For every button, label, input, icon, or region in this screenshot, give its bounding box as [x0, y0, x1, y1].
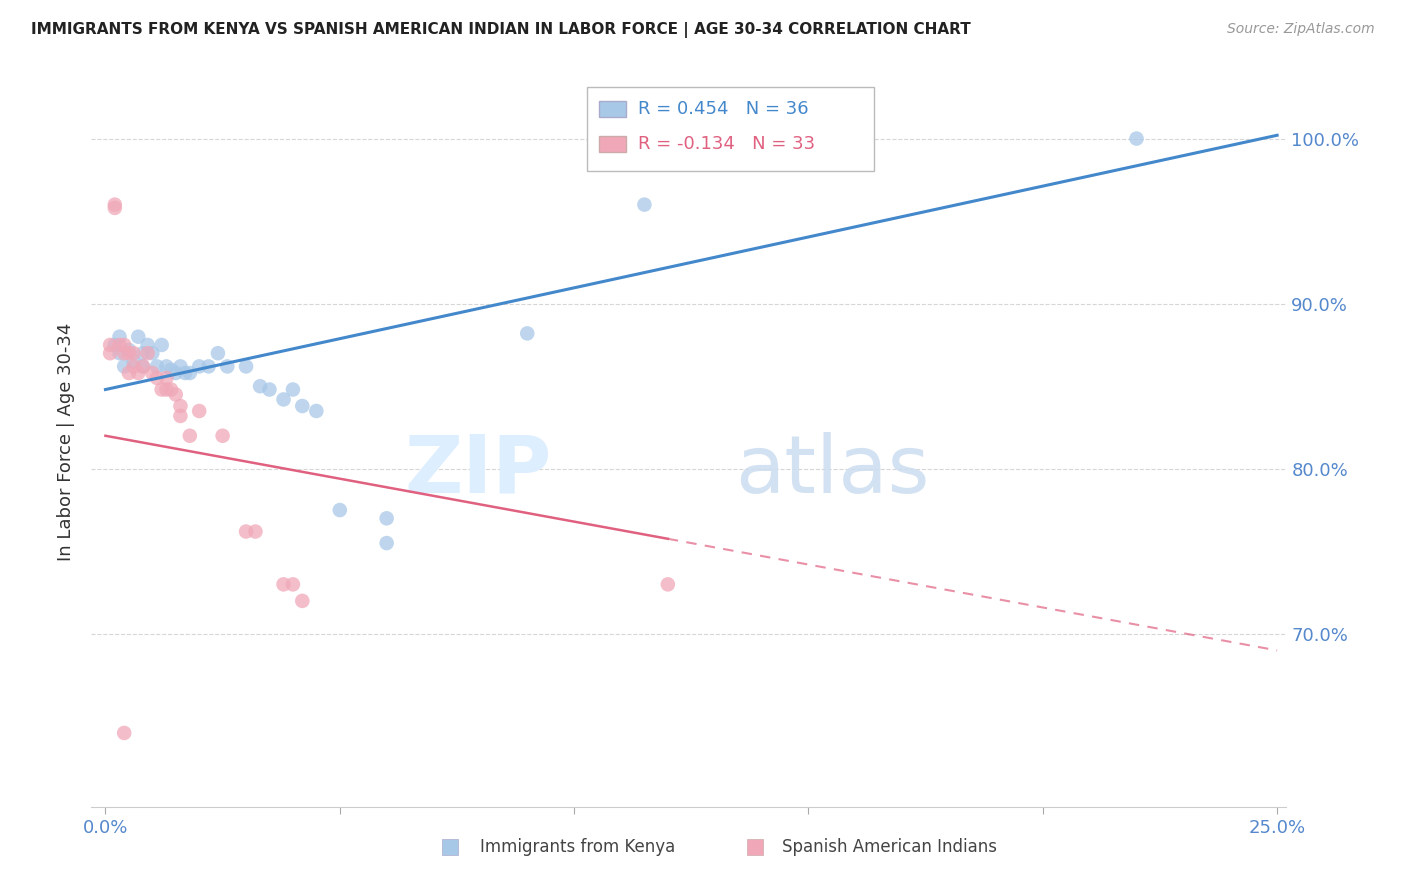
- Point: [179, 429, 201, 443]
- Point: [122, 354, 145, 368]
- Text: IMMIGRANTS FROM KENYA VS SPANISH AMERICAN INDIAN IN LABOR FORCE | AGE 30-34 CORR: IMMIGRANTS FROM KENYA VS SPANISH AMERICA…: [31, 22, 970, 38]
- Point: [136, 346, 159, 360]
- Point: [98, 346, 121, 360]
- Point: [150, 338, 173, 352]
- Point: [160, 383, 183, 397]
- Point: [188, 404, 211, 418]
- Text: Immigrants from Kenya: Immigrants from Kenya: [479, 838, 675, 856]
- Point: [118, 346, 141, 360]
- Point: [132, 359, 155, 374]
- Point: [633, 197, 655, 211]
- Point: [118, 366, 141, 380]
- Text: atlas: atlas: [735, 432, 929, 510]
- Point: [155, 371, 177, 385]
- Point: [197, 359, 219, 374]
- Y-axis label: In Labor Force | Age 30-34: In Labor Force | Age 30-34: [58, 322, 76, 561]
- Text: R = 0.454   N = 36: R = 0.454 N = 36: [637, 100, 808, 118]
- FancyBboxPatch shape: [599, 136, 626, 152]
- Text: Source: ZipAtlas.com: Source: ZipAtlas.com: [1227, 22, 1375, 37]
- Point: [150, 383, 173, 397]
- Point: [98, 338, 121, 352]
- Point: [305, 404, 328, 418]
- Point: [169, 359, 191, 374]
- Point: [291, 594, 314, 608]
- Point: [273, 577, 295, 591]
- Point: [104, 338, 127, 352]
- Text: ZIP: ZIP: [405, 432, 551, 510]
- Point: [375, 536, 398, 550]
- Point: [108, 346, 131, 360]
- Point: [179, 366, 201, 380]
- Point: [329, 503, 352, 517]
- Point: [188, 359, 211, 374]
- Point: [141, 346, 163, 360]
- Point: [108, 329, 131, 343]
- Point: [249, 379, 271, 393]
- Point: [141, 366, 163, 380]
- Point: [104, 201, 127, 215]
- Point: [235, 359, 257, 374]
- Point: [118, 343, 141, 357]
- Point: [136, 338, 159, 352]
- Point: [112, 346, 135, 360]
- Point: [291, 399, 314, 413]
- Point: [165, 366, 187, 380]
- Point: [169, 399, 191, 413]
- Point: [160, 362, 183, 376]
- Point: [155, 359, 177, 374]
- Point: [217, 359, 239, 374]
- Point: [174, 366, 197, 380]
- Point: [1125, 131, 1147, 145]
- Point: [245, 524, 267, 539]
- Point: [132, 359, 155, 374]
- Point: [112, 359, 135, 374]
- Point: [122, 359, 145, 374]
- Point: [146, 371, 169, 385]
- Point: [104, 197, 127, 211]
- Point: [127, 366, 149, 380]
- Point: [108, 338, 131, 352]
- Point: [375, 511, 398, 525]
- Point: [273, 392, 295, 407]
- Point: [127, 329, 149, 343]
- Point: [259, 383, 281, 397]
- Text: Spanish American Indians: Spanish American Indians: [782, 838, 997, 856]
- Point: [281, 383, 304, 397]
- FancyBboxPatch shape: [599, 101, 626, 117]
- Point: [155, 383, 177, 397]
- Point: [122, 346, 145, 360]
- Point: [146, 359, 169, 374]
- Point: [516, 326, 538, 341]
- Point: [165, 387, 187, 401]
- Point: [112, 726, 135, 740]
- Point: [657, 577, 679, 591]
- Point: [211, 429, 233, 443]
- Text: R = -0.134   N = 33: R = -0.134 N = 33: [637, 135, 814, 153]
- Point: [235, 524, 257, 539]
- Point: [112, 338, 135, 352]
- Point: [281, 577, 304, 591]
- FancyBboxPatch shape: [588, 87, 875, 171]
- Point: [169, 409, 191, 423]
- Point: [132, 346, 155, 360]
- Point: [207, 346, 229, 360]
